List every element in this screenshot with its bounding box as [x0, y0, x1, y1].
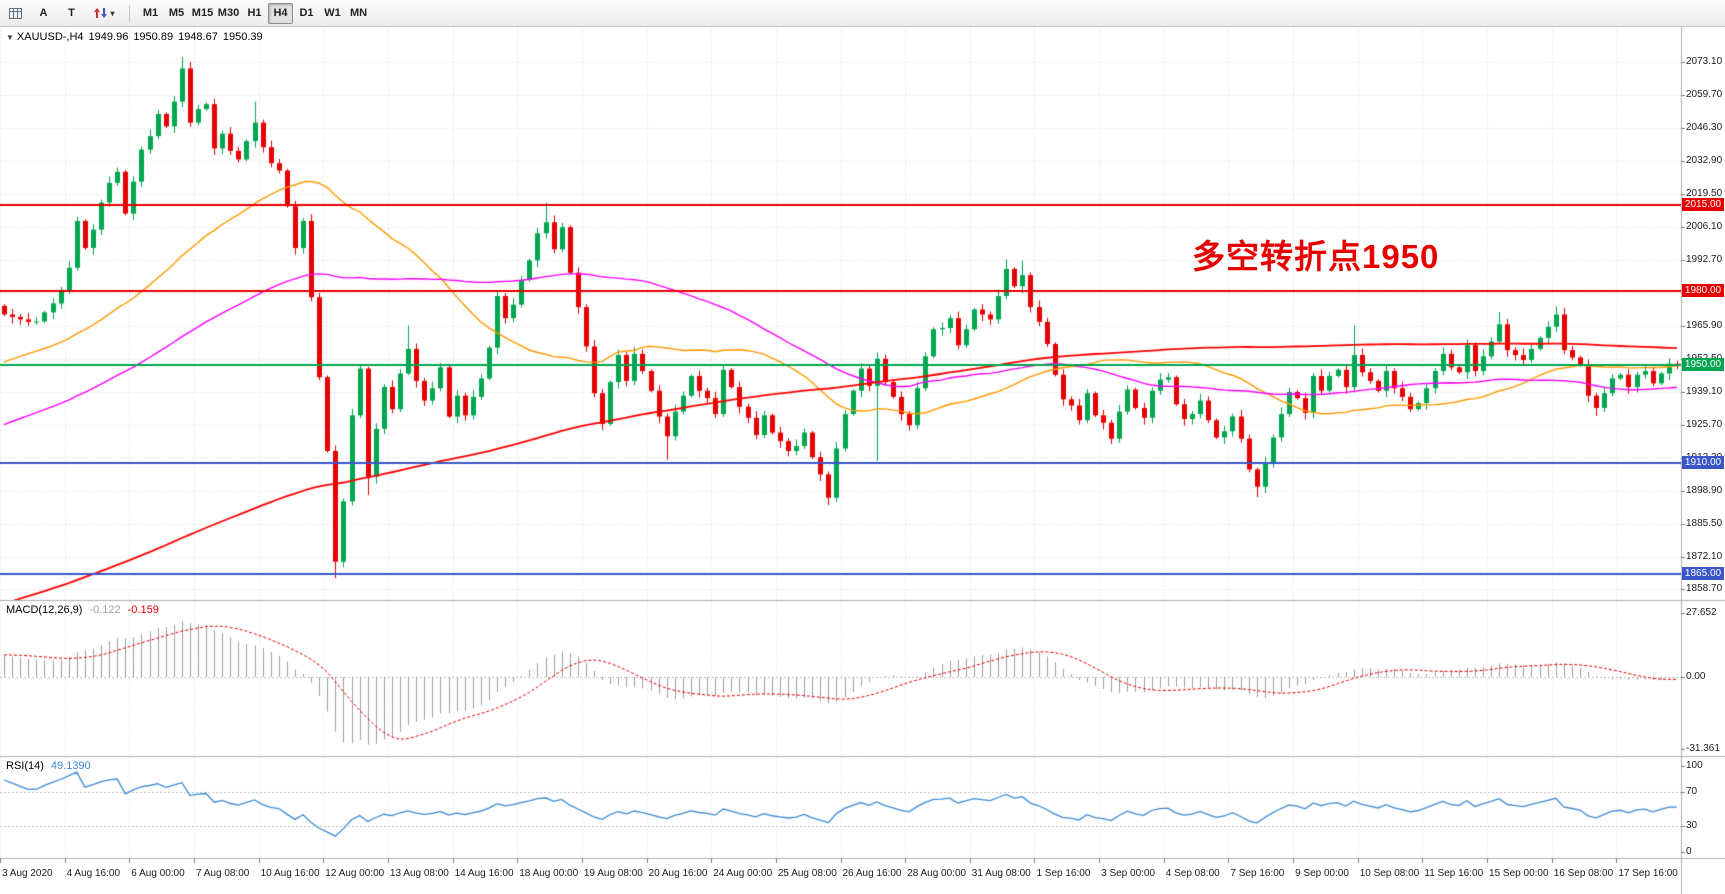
macd-name: MACD(12,26,9) [6, 604, 83, 616]
timeframe-h1-button[interactable]: H1 [242, 3, 267, 24]
ohlc-high: 1950.89 [133, 31, 174, 43]
arrows-icon [94, 8, 108, 18]
symbol-label: XAUUSD-,H4 [16, 31, 84, 43]
timeframe-mn-button[interactable]: MN [346, 3, 371, 24]
main-toolbar: A T ▾ M1 M5 M15 M30 H1 H4 D1 W1 MN [0, 0, 1725, 27]
ohlc-close: 1950.39 [222, 31, 263, 43]
trade-annotation: 多空转折点1950 [1192, 238, 1440, 275]
grid-icon [9, 7, 22, 19]
timeframe-h4-button[interactable]: H4 [268, 2, 293, 24]
collapse-arrow-icon[interactable]: ▼ [6, 33, 14, 42]
timeframe-d1-button[interactable]: D1 [294, 3, 319, 24]
label-tool-button[interactable]: T [59, 3, 84, 24]
timeframe-w1-button[interactable]: W1 [320, 3, 345, 24]
chevron-down-icon: ▾ [110, 8, 115, 18]
timeframe-m30-button[interactable]: M30 [216, 3, 241, 24]
timeframe-m5-button[interactable]: M5 [164, 3, 189, 24]
timeframe-m15-button[interactable]: M15 [190, 3, 215, 24]
macd-signal-value: -0.159 [127, 604, 159, 616]
rsi-value: 49.1390 [50, 760, 91, 772]
text-tool-button[interactable]: A [31, 3, 56, 24]
timeframe-group: M1 M5 M15 M30 H1 H4 D1 W1 MN [138, 2, 371, 24]
macd-label: MACD(12,26,9) -0.122 -0.159 [6, 604, 166, 616]
ohlc-low: 1948.67 [178, 31, 218, 43]
macd-main-value: -0.122 [89, 604, 121, 616]
symbol-ohlc-line: ▼ XAUUSD-,H4 1949.96 1950.89 1948.67 1950.39 [6, 31, 268, 43]
chart-grid-button[interactable] [3, 3, 28, 24]
timeframe-m1-button[interactable]: M1 [138, 3, 163, 24]
rsi-name: RSI(14) [6, 760, 44, 772]
arrows-tool-button[interactable]: ▾ [87, 3, 121, 24]
toolbar-separator [129, 4, 130, 22]
ohlc-open: 1949.96 [88, 31, 129, 43]
rsi-label: RSI(14) 49.1390 [6, 760, 98, 772]
